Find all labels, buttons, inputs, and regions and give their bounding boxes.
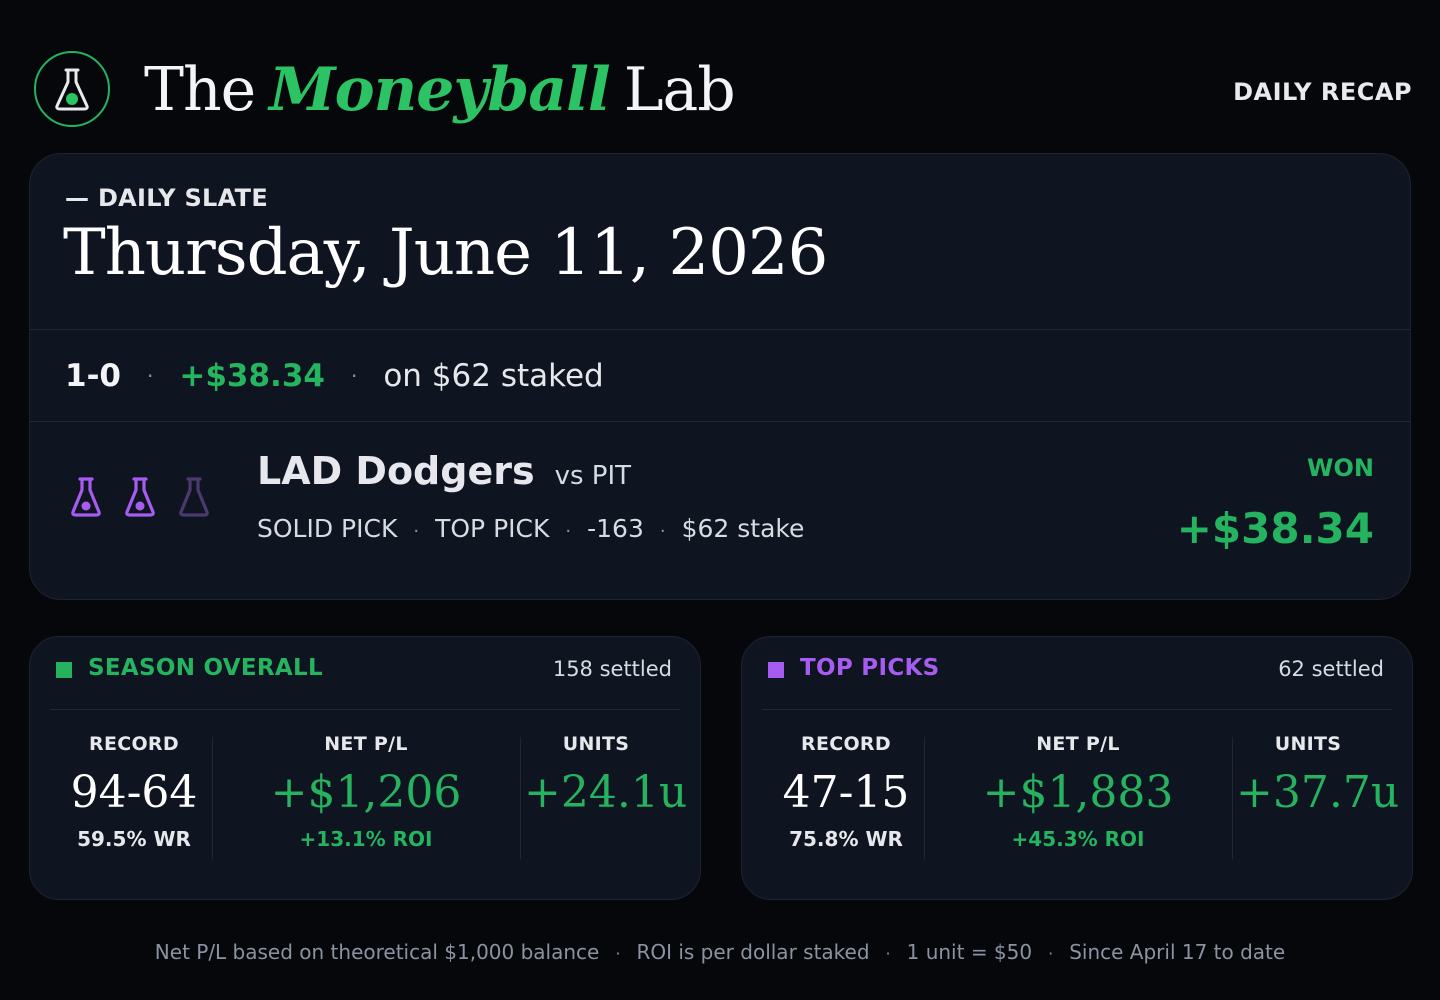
daily-record: 1-0 [65, 358, 122, 394]
column-divider [520, 737, 521, 859]
separator-dot: · [350, 364, 358, 388]
daily-slate-card: — DAILY SLATE Thursday, June 11, 2026 1-… [29, 153, 1411, 600]
season-roi: +13.1% ROI [299, 827, 433, 852]
pick-amount: +$38.34 [1176, 504, 1374, 553]
season-wr: 59.5% WR [77, 827, 191, 852]
flask-icon [125, 477, 155, 517]
confidence-flasks [70, 476, 210, 518]
pl-label: NET P/L [324, 733, 408, 755]
footer-note: Since April 17 to date [1069, 940, 1286, 964]
top-units-col: UNITS +37.7u [1236, 733, 1400, 818]
daily-recap-badge: DAILY RECAP [1233, 78, 1412, 106]
separator-dot: · [413, 521, 420, 542]
card-title: TOP PICKS [768, 655, 940, 681]
brand-pre: The [144, 55, 256, 125]
season-settled: 158 settled [552, 657, 672, 681]
flask-empty-icon [179, 477, 209, 517]
season-record-col: RECORD 94-64 59.5% WR [54, 733, 214, 851]
top-units: +37.7u [1236, 767, 1400, 818]
top-picks-card: TOP PICKS 62 settled RECORD 47-15 75.8% … [741, 636, 1413, 900]
pick-odds: -163 [587, 514, 644, 543]
top-pl-col: NET P/L +$1,883 +45.3% ROI [930, 733, 1226, 851]
column-divider [212, 737, 213, 859]
slate-date: Thursday, June 11, 2026 [63, 216, 828, 290]
pick-team: LAD Dodgers [257, 449, 535, 493]
record-label: RECORD [801, 733, 891, 755]
column-divider [1232, 737, 1233, 859]
divider [30, 329, 1410, 330]
footer-note: ROI is per dollar staked [636, 940, 870, 964]
pick-tag: TOP PICK [435, 514, 550, 543]
season-pl: +$1,206 [270, 767, 462, 818]
pick-matchup: LAD Dodgers vs PIT [257, 449, 631, 493]
pick-result: WON [1307, 454, 1374, 482]
separator-dot: · [147, 364, 154, 388]
top-picks-title: TOP PICKS [800, 655, 940, 681]
flask-icon [71, 477, 101, 517]
green-square-icon [56, 662, 72, 678]
card-title: SEASON OVERALL [56, 655, 323, 681]
brand-title: The Moneyball Lab [144, 52, 736, 128]
season-record: 94-64 [70, 767, 198, 818]
footer-note: 1 unit = $50 [906, 940, 1033, 964]
flask-icon [55, 68, 89, 111]
purple-square-icon [768, 662, 784, 678]
brand-post: Lab [623, 55, 736, 125]
top-record: 47-15 [782, 767, 910, 818]
top-wr: 75.8% WR [789, 827, 903, 852]
daily-pl: +$38.34 [179, 358, 325, 394]
season-units: +24.1u [524, 767, 688, 818]
slate-label: — DAILY SLATE [65, 184, 269, 212]
pick-meta: SOLID PICK · TOP PICK · -163 · $62 stake [257, 514, 804, 543]
units-label: UNITS [562, 733, 630, 755]
footer-notes: Net P/L based on theoretical $1,000 bala… [0, 940, 1440, 964]
daily-summary: 1-0 · +$38.34 · on $62 staked [65, 352, 604, 400]
divider [30, 421, 1410, 422]
separator-dot: · [659, 521, 666, 542]
top-picks-settled: 62 settled [1278, 657, 1384, 681]
brand-accent: Moneyball [269, 55, 611, 125]
pick-tier: SOLID PICK [257, 514, 398, 543]
divider [50, 709, 680, 710]
units-label: UNITS [1274, 733, 1342, 755]
pick-opponent: vs PIT [554, 461, 632, 491]
separator-dot: · [1048, 944, 1054, 963]
pl-label: NET P/L [1036, 733, 1120, 755]
separator-dot: · [885, 944, 891, 963]
top-record-col: RECORD 47-15 75.8% WR [766, 733, 926, 851]
separator-dot: · [615, 944, 621, 963]
column-divider [924, 737, 925, 859]
top-roi: +45.3% ROI [1011, 827, 1145, 852]
top-pl: +$1,883 [982, 767, 1174, 818]
record-label: RECORD [89, 733, 179, 755]
season-units-col: UNITS +24.1u [524, 733, 688, 818]
logo [34, 51, 110, 127]
season-pl-col: NET P/L +$1,206 +13.1% ROI [218, 733, 514, 851]
separator-dot: · [565, 521, 572, 542]
daily-staked: on $62 staked [383, 358, 604, 394]
pick-stake: $62 stake [681, 514, 805, 543]
divider [762, 709, 1392, 710]
footer-note: Net P/L based on theoretical $1,000 bala… [154, 940, 600, 964]
season-title: SEASON OVERALL [88, 655, 323, 681]
season-overall-card: SEASON OVERALL 158 settled RECORD 94-64 … [29, 636, 701, 900]
